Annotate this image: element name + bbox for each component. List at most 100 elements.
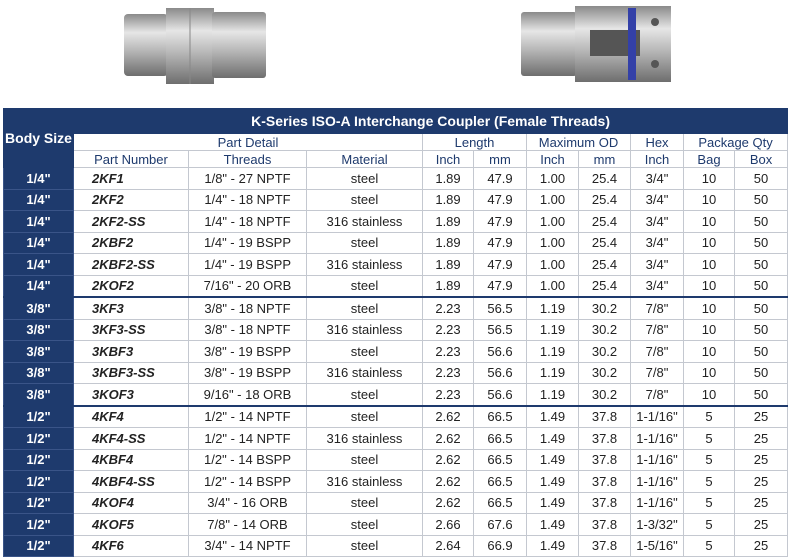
table-row: Body Size K-Series ISO-A Interchange Coup… <box>3 108 789 168</box>
cell: 50 <box>733 231 789 254</box>
body: 1/4" <box>3 167 74 190</box>
cell: 1-3/32" <box>630 513 684 536</box>
cell: 25.4 <box>578 188 631 211</box>
cell: 30.2 <box>578 383 631 406</box>
pn: 2KF2 <box>73 188 189 211</box>
column-header: mm <box>578 150 631 168</box>
column-header: mm <box>473 150 527 168</box>
cell: 10 <box>683 296 735 320</box>
cell: 1.89 <box>422 231 474 254</box>
cell: 3/4" - 16 ORB <box>188 491 307 514</box>
body: 1/4" <box>3 253 74 276</box>
cell: 1.00 <box>526 167 579 190</box>
cell: 30.2 <box>578 340 631 363</box>
cell: 5 <box>683 513 735 536</box>
column-header: Bag <box>683 150 735 168</box>
cell: 50 <box>733 188 789 211</box>
cell: 47.9 <box>473 231 527 254</box>
cell: 2.62 <box>422 470 474 493</box>
cell: 2.62 <box>422 404 474 428</box>
cell: 3/8" - 19 BSPP <box>188 361 307 384</box>
cell: 1-1/16" <box>630 448 684 471</box>
cell: 50 <box>733 167 789 190</box>
table-row: 1/2" 4KOF4 3/4" - 16 ORB steel 2.62 66.5 1.49 3… <box>3 491 789 514</box>
cell: 3/4" <box>630 274 684 298</box>
cell: 1.00 <box>526 274 579 298</box>
column-header: Material <box>306 150 423 168</box>
cell: 25.4 <box>578 167 631 190</box>
group-header: Package Qty <box>682 133 789 151</box>
cell: 1/4" - 18 NPTF <box>188 188 307 211</box>
cell: 316 stainless <box>306 210 423 233</box>
cell: 2.23 <box>422 361 474 384</box>
cell: 10 <box>683 253 735 276</box>
cell: 1/8" - 27 NPTF <box>188 167 307 190</box>
cell: 3/4" <box>630 167 684 190</box>
body: 3/8" <box>3 340 74 363</box>
body: 1/4" <box>3 274 74 298</box>
group-header: Length <box>422 133 527 151</box>
cell: 316 stainless <box>306 427 423 450</box>
cell: 3/4" <box>630 253 684 276</box>
table-row: 3/8" 3KBF3-SS 3/8" - 19 BSPP 316 stainless 2… <box>3 361 789 384</box>
cell: 25 <box>733 513 789 536</box>
cell: 1-1/16" <box>630 427 684 450</box>
cell: 37.8 <box>578 448 631 471</box>
pn: 4KOF5 <box>73 513 189 536</box>
body: 3/8" <box>3 361 74 384</box>
cell: 1.49 <box>526 427 579 450</box>
cell: steel <box>306 448 423 471</box>
cell: 10 <box>683 274 735 298</box>
cell: 3/8" - 19 BSPP <box>188 340 307 363</box>
cell: 2.23 <box>422 318 474 341</box>
pn: 4KOF4 <box>73 491 189 514</box>
cell: 1.89 <box>422 274 474 298</box>
cell: 1/2" - 14 NPTF <box>188 427 307 450</box>
pn: 3KBF3 <box>73 340 189 363</box>
cell: 47.9 <box>473 188 527 211</box>
cell: 1/4" - 19 BSPP <box>188 231 307 254</box>
cell: 67.6 <box>473 513 527 536</box>
cell: 5 <box>683 427 735 450</box>
cell: 1.19 <box>526 296 579 320</box>
cell: steel <box>306 340 423 363</box>
cell: 50 <box>733 361 789 384</box>
table-row: 1/4" 2KOF2 7/16" - 20 ORB steel 1.89 47.9 1.00… <box>3 274 789 298</box>
cell: 10 <box>683 231 735 254</box>
cell: 50 <box>733 318 789 341</box>
table-row: 1/4" 2KBF2 1/4" - 19 BSPP steel 1.89 47.9 1.00… <box>3 231 789 254</box>
pn: 2KF1 <box>73 167 189 190</box>
cell: 2.62 <box>422 427 474 450</box>
cell: 1.89 <box>422 253 474 276</box>
cell: 66.5 <box>473 491 527 514</box>
cell: 2.23 <box>422 383 474 406</box>
body: 3/8" <box>3 296 74 320</box>
pn: 2KOF2 <box>73 274 189 298</box>
cell: 7/8" <box>630 383 684 406</box>
cell: 1.49 <box>526 491 579 514</box>
cell: 30.2 <box>578 318 631 341</box>
table-row: 1/2" 4KBF4 1/2" - 14 BSPP steel 2.62 66.5 1.49… <box>3 448 789 471</box>
cell: 1/2" - 14 BSPP <box>188 448 307 471</box>
table-row: 1/2" 4KF6 3/4" - 14 NPTF steel 2.64 66.9 1.49 3… <box>3 534 789 557</box>
cell: 25 <box>733 404 789 428</box>
cell: 66.5 <box>473 470 527 493</box>
body: 1/2" <box>3 491 74 514</box>
cell: 2.64 <box>422 534 474 557</box>
cell: steel <box>306 383 423 406</box>
cell: 50 <box>733 274 789 298</box>
cell: 1.00 <box>526 253 579 276</box>
cell: 3/4" - 14 NPTF <box>188 534 307 557</box>
pn: 3KOF3 <box>73 383 189 406</box>
cell: 37.8 <box>578 534 631 557</box>
cell: 25.4 <box>578 253 631 276</box>
table-row: 1/4" 2KF2-SS 1/4" - 18 NPTF 316 stainless 1.… <box>3 210 789 233</box>
table-row: 1/2" 4KF4-SS 1/2" - 14 NPTF 316 stainless 2.… <box>3 427 789 450</box>
table-row: 3/8" 3KOF3 9/16" - 18 ORB steel 2.23 56.6 1.19… <box>3 383 789 406</box>
table-row: 3/8" 3KF3-SS 3/8" - 18 NPTF 316 stainless 2.… <box>3 318 789 341</box>
cell: steel <box>306 296 423 320</box>
cell: 50 <box>733 383 789 406</box>
cell: 5 <box>683 470 735 493</box>
cell: 25 <box>733 470 789 493</box>
cell: 37.8 <box>578 513 631 536</box>
